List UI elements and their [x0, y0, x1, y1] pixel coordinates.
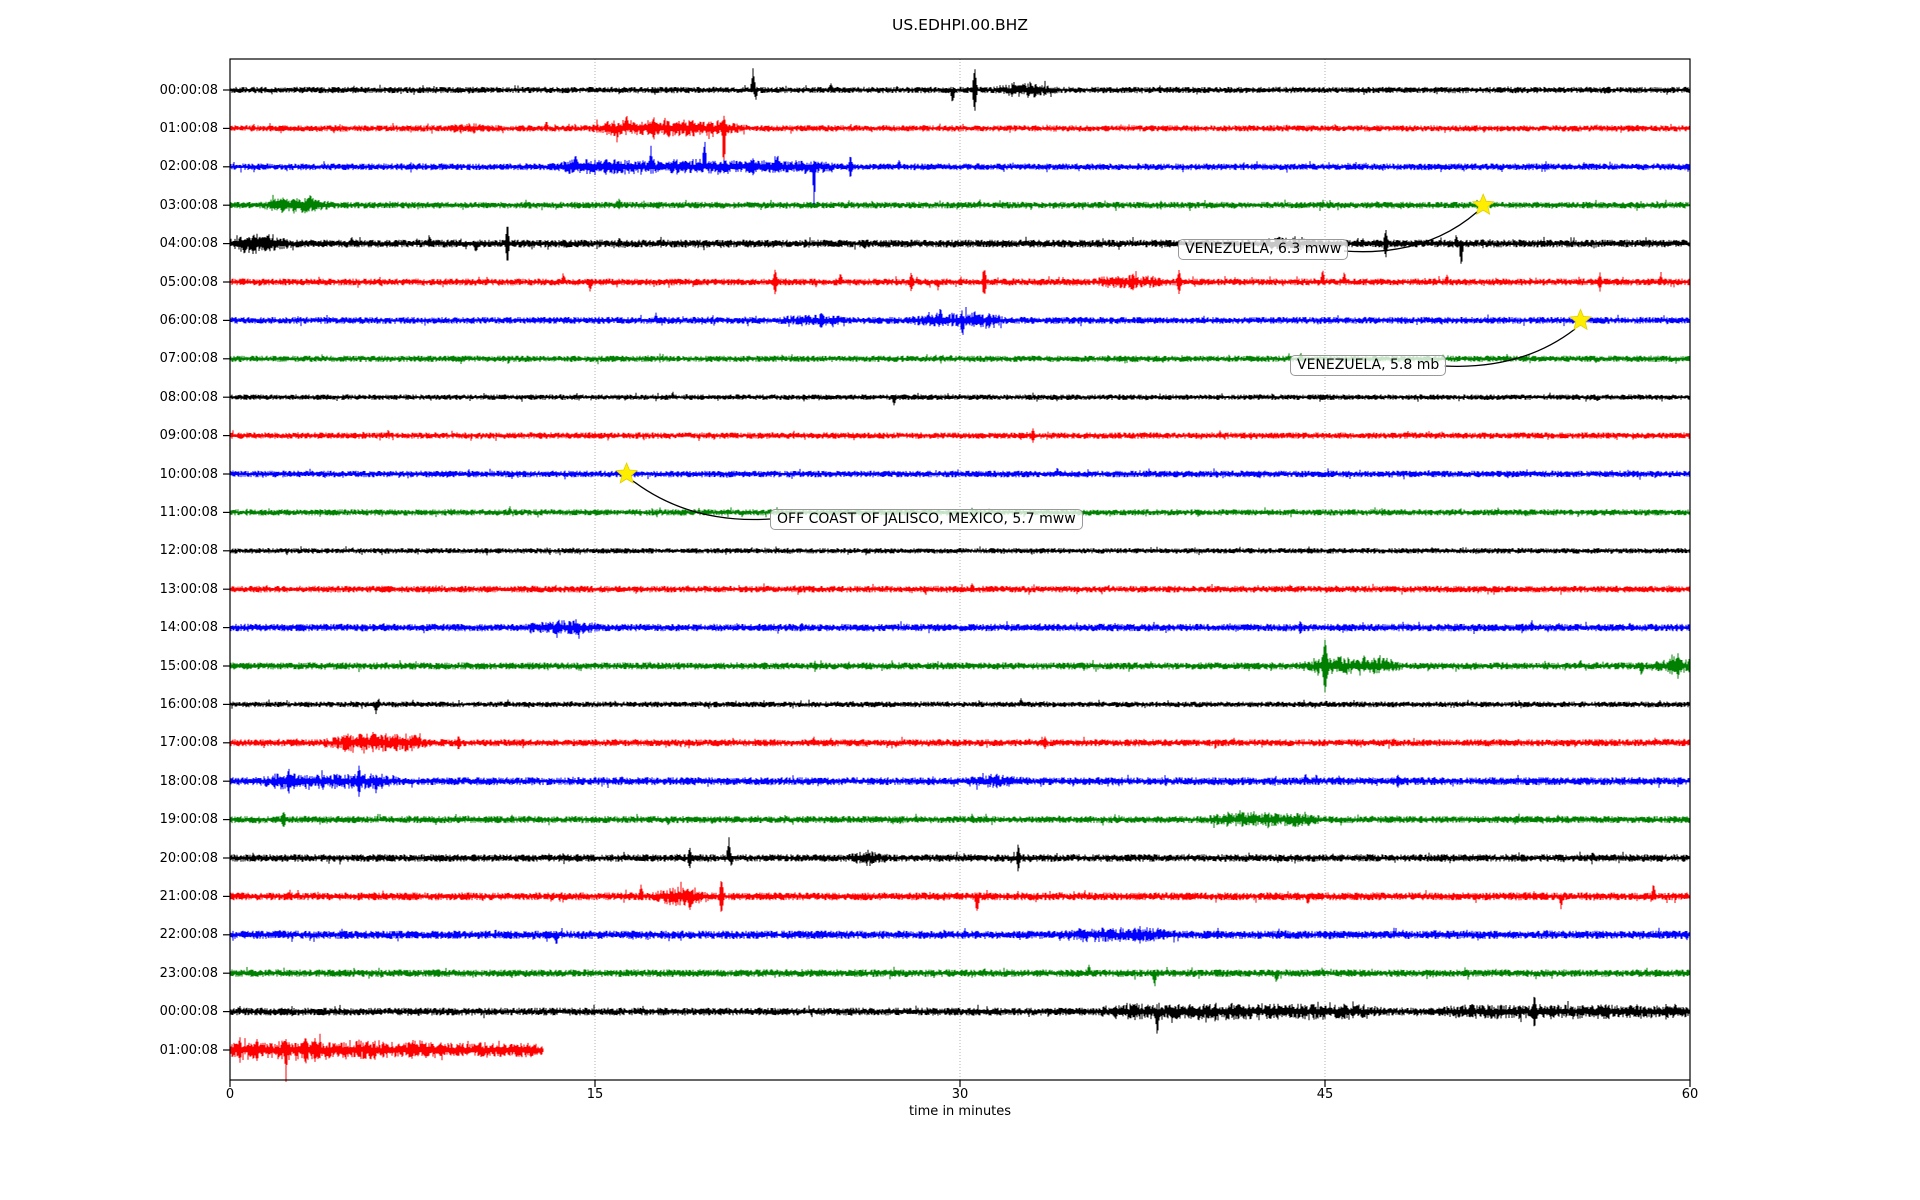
y-tick-label: 19:00:08: [159, 812, 218, 828]
trace-row-17: [229, 732, 1691, 754]
y-tick-label: 12:00:08: [159, 543, 218, 559]
trace-row-21: [229, 881, 1691, 912]
y-tick-label: 20:00:08: [159, 850, 218, 866]
event-label: OFF COAST OF JALISCO, MEXICO, 5.7 mww: [770, 509, 1083, 530]
y-tick-label: 07:00:08: [159, 351, 218, 367]
y-tick-label: 04:00:08: [159, 236, 218, 252]
y-tick-label: 00:00:08: [159, 1004, 218, 1020]
y-tick-label: 16:00:08: [159, 696, 218, 712]
y-tick-label: 03:00:08: [159, 197, 218, 213]
x-tick-label: 0: [225, 1087, 235, 1102]
y-tick-label: 01:00:08: [159, 120, 218, 136]
y-tick-label: 00:00:08: [159, 82, 218, 98]
y-tick-label: 14:00:08: [159, 620, 218, 636]
trace-row-25: [229, 1033, 544, 1082]
chart-title: US.EDHPI.00.BHZ: [892, 16, 1028, 34]
x-axis-title: time in minutes: [908, 1104, 1012, 1119]
event-label: VENEZUELA, 6.3 mww: [1178, 239, 1349, 260]
y-tick-label: 15:00:08: [159, 658, 218, 674]
y-tick-label: 02:00:08: [159, 159, 218, 175]
event-star-icon: [1568, 308, 1593, 331]
y-tick-label: 09:00:08: [159, 428, 218, 444]
x-tick-label: 30: [951, 1087, 969, 1102]
event-label: VENEZUELA, 5.8 mb: [1290, 355, 1447, 376]
y-tick-label: 22:00:08: [159, 927, 218, 943]
trace-row-16: [229, 698, 1691, 715]
y-tick-label: 18:00:08: [159, 773, 218, 789]
x-tick-label: 15: [586, 1087, 604, 1102]
y-tick-label: 05:00:08: [159, 274, 218, 290]
event-star-icon: [615, 461, 639, 484]
y-tick-label: 21:00:08: [159, 888, 218, 904]
event-star-icon: [1471, 193, 1495, 215]
event-leader-line: [632, 480, 771, 521]
trace-row-10: [229, 468, 1691, 480]
event-leader-line: [1343, 211, 1478, 253]
y-tick-label: 23:00:08: [159, 965, 218, 981]
event-leader-line: [1443, 328, 1576, 368]
x-tick-label: 60: [1681, 1087, 1699, 1102]
x-tick-label: 45: [1316, 1087, 1334, 1102]
y-tick-label: 06:00:08: [159, 312, 218, 328]
y-tick-label: 01:00:08: [159, 1042, 218, 1058]
y-tick-label: 11:00:08: [159, 504, 218, 520]
trace-row-4: [229, 226, 1691, 264]
y-tick-label: 17:00:08: [159, 735, 218, 751]
y-tick-label: 08:00:08: [159, 389, 218, 405]
y-tick-label: 10:00:08: [159, 466, 218, 482]
y-tick-label: 13:00:08: [159, 581, 218, 597]
